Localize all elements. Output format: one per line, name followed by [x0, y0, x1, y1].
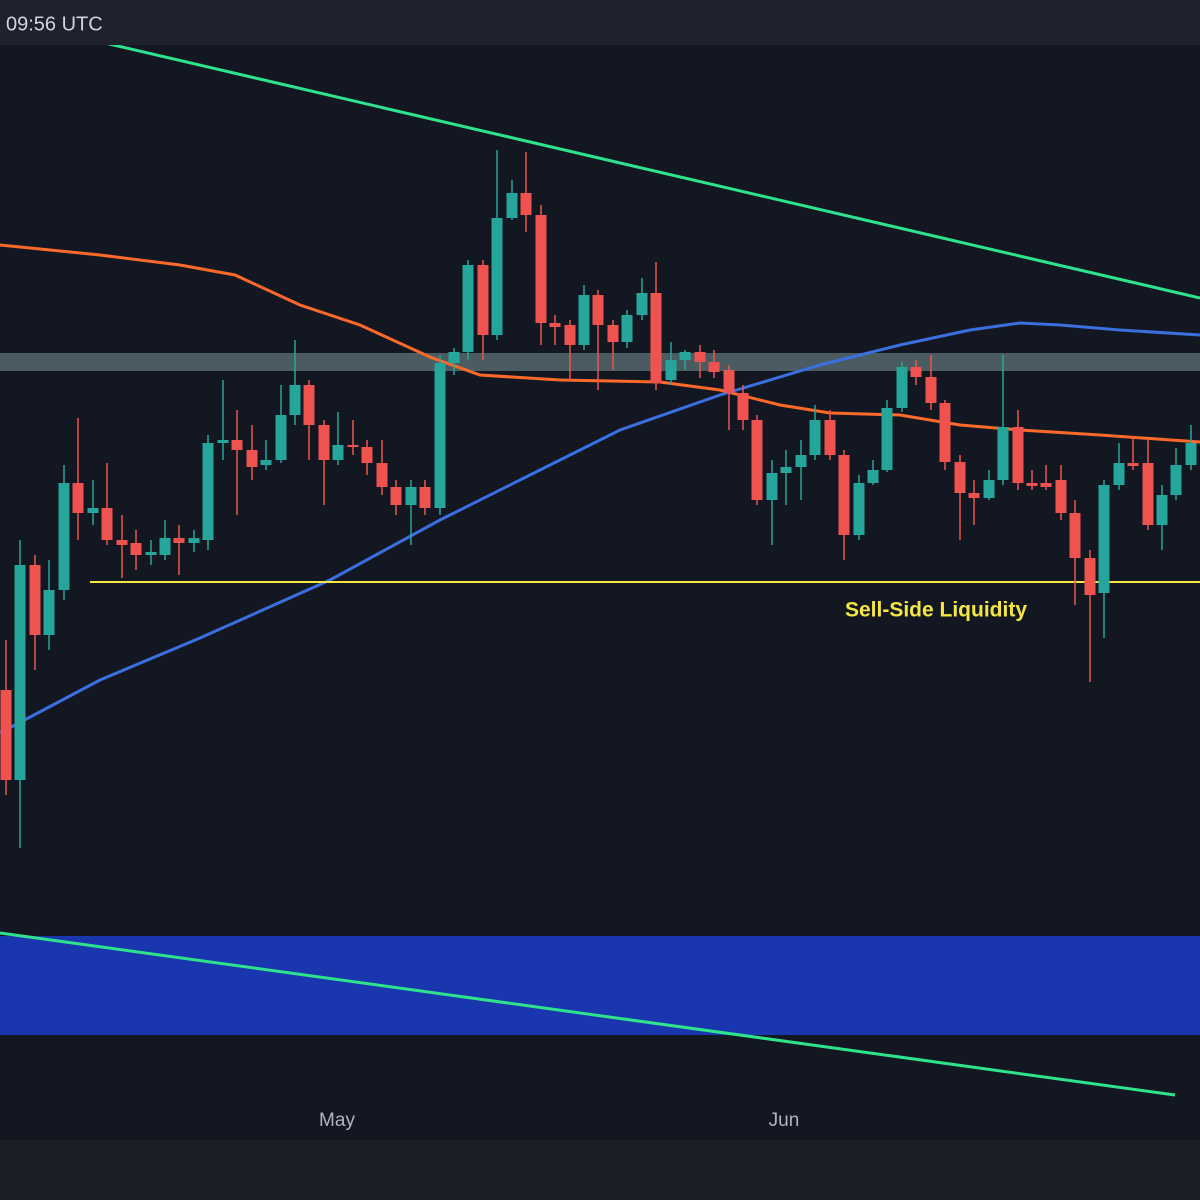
- candle-body: [896, 367, 908, 408]
- candle-body: [694, 352, 706, 362]
- candle-body: [1113, 463, 1125, 485]
- candle-body: [795, 455, 807, 467]
- x-tick-label: May: [319, 1110, 355, 1131]
- candle-body: [14, 565, 26, 780]
- candle-body: [621, 315, 633, 342]
- candle-body: [867, 470, 879, 483]
- candle-body: [766, 473, 778, 500]
- candle-body: [434, 363, 446, 508]
- candle-body: [535, 215, 547, 323]
- candle-body: [636, 293, 648, 315]
- candle-body: [838, 455, 850, 535]
- candle-body: [390, 487, 402, 505]
- candle-body: [1142, 463, 1154, 525]
- candle-body: [751, 420, 763, 500]
- candle-body: [58, 483, 70, 590]
- indicator-line: [0, 321, 1200, 735]
- candle-body: [665, 360, 677, 380]
- candle-body: [809, 420, 821, 455]
- candle-body: [1012, 427, 1024, 483]
- candle-body: [376, 463, 388, 487]
- candle-body: [520, 193, 532, 215]
- candle-body: [997, 427, 1009, 480]
- candle-body: [116, 540, 128, 545]
- candle-body: [1026, 483, 1038, 486]
- candle-body: [1127, 463, 1139, 466]
- candle-body: [650, 293, 662, 383]
- indicator-line: [0, 931, 1176, 1097]
- candle-body: [607, 325, 619, 342]
- candle-body: [780, 467, 792, 473]
- candle-body: [246, 450, 258, 467]
- candle-body: [231, 440, 243, 450]
- candle-body: [130, 543, 142, 555]
- candle-body: [679, 352, 691, 360]
- candle-body: [1055, 480, 1067, 513]
- candle-body: [1084, 558, 1096, 595]
- candle-body: [260, 460, 272, 465]
- candle-body: [853, 483, 865, 535]
- candle-body: [405, 487, 417, 505]
- candle-body: [491, 218, 503, 335]
- candle-body: [1185, 443, 1197, 465]
- candle-body: [564, 325, 576, 345]
- candle-body: [477, 265, 489, 335]
- candle-body: [202, 443, 214, 540]
- candle-body: [723, 370, 735, 393]
- header-time: 09:56 UTC: [6, 13, 103, 35]
- candle-body: [1069, 513, 1081, 558]
- header-bar: [0, 0, 1200, 45]
- candle-body: [87, 508, 99, 513]
- candle-body: [983, 480, 995, 498]
- candle-body: [1170, 465, 1182, 495]
- candle-body: [939, 403, 951, 462]
- time-axis: May Jun: [319, 1110, 799, 1131]
- x-tick-label: Jun: [769, 1110, 800, 1131]
- candle-body: [188, 538, 200, 543]
- candle-body: [1098, 485, 1110, 593]
- candle-body: [303, 385, 315, 425]
- candle-body: [101, 508, 113, 540]
- candle-body: [910, 367, 922, 377]
- candle-body: [275, 415, 287, 460]
- zone: [0, 353, 1200, 371]
- candle-body: [347, 445, 359, 447]
- candle-body: [0, 690, 12, 780]
- candle-body: [419, 487, 431, 508]
- footer-bar: [0, 1140, 1200, 1200]
- level-label: Sell-Side Liquidity: [845, 599, 1027, 622]
- candle-body: [506, 193, 518, 218]
- candle-body: [968, 493, 980, 498]
- candle-body: [1040, 483, 1052, 487]
- candle-body: [361, 447, 373, 463]
- candle-body: [462, 265, 474, 352]
- candle-body: [824, 420, 836, 455]
- candle-body: [592, 295, 604, 325]
- candle-body: [289, 385, 301, 415]
- indicator-line: [0, 243, 1200, 444]
- candle-body: [29, 565, 41, 635]
- candle-body: [881, 408, 893, 470]
- candle-body: [145, 552, 157, 555]
- candle-body: [448, 352, 460, 363]
- zone: [0, 936, 1200, 1035]
- candle-body: [737, 393, 749, 420]
- candle-body: [43, 590, 55, 635]
- candle-body: [318, 425, 330, 460]
- candle-body: [925, 377, 937, 403]
- candle-body: [332, 445, 344, 460]
- candle-body: [159, 538, 171, 555]
- candle-body: [549, 323, 561, 327]
- candle-body: [578, 295, 590, 345]
- candle-body: [173, 538, 185, 543]
- candle-body: [217, 440, 229, 443]
- candle-body: [1156, 495, 1168, 525]
- plot-area: Sell-Side Liquidity: [0, 45, 1200, 1097]
- candle-body: [708, 362, 720, 372]
- indicator-line: [106, 45, 1200, 300]
- candle-body: [954, 462, 966, 493]
- candle-body: [72, 483, 84, 513]
